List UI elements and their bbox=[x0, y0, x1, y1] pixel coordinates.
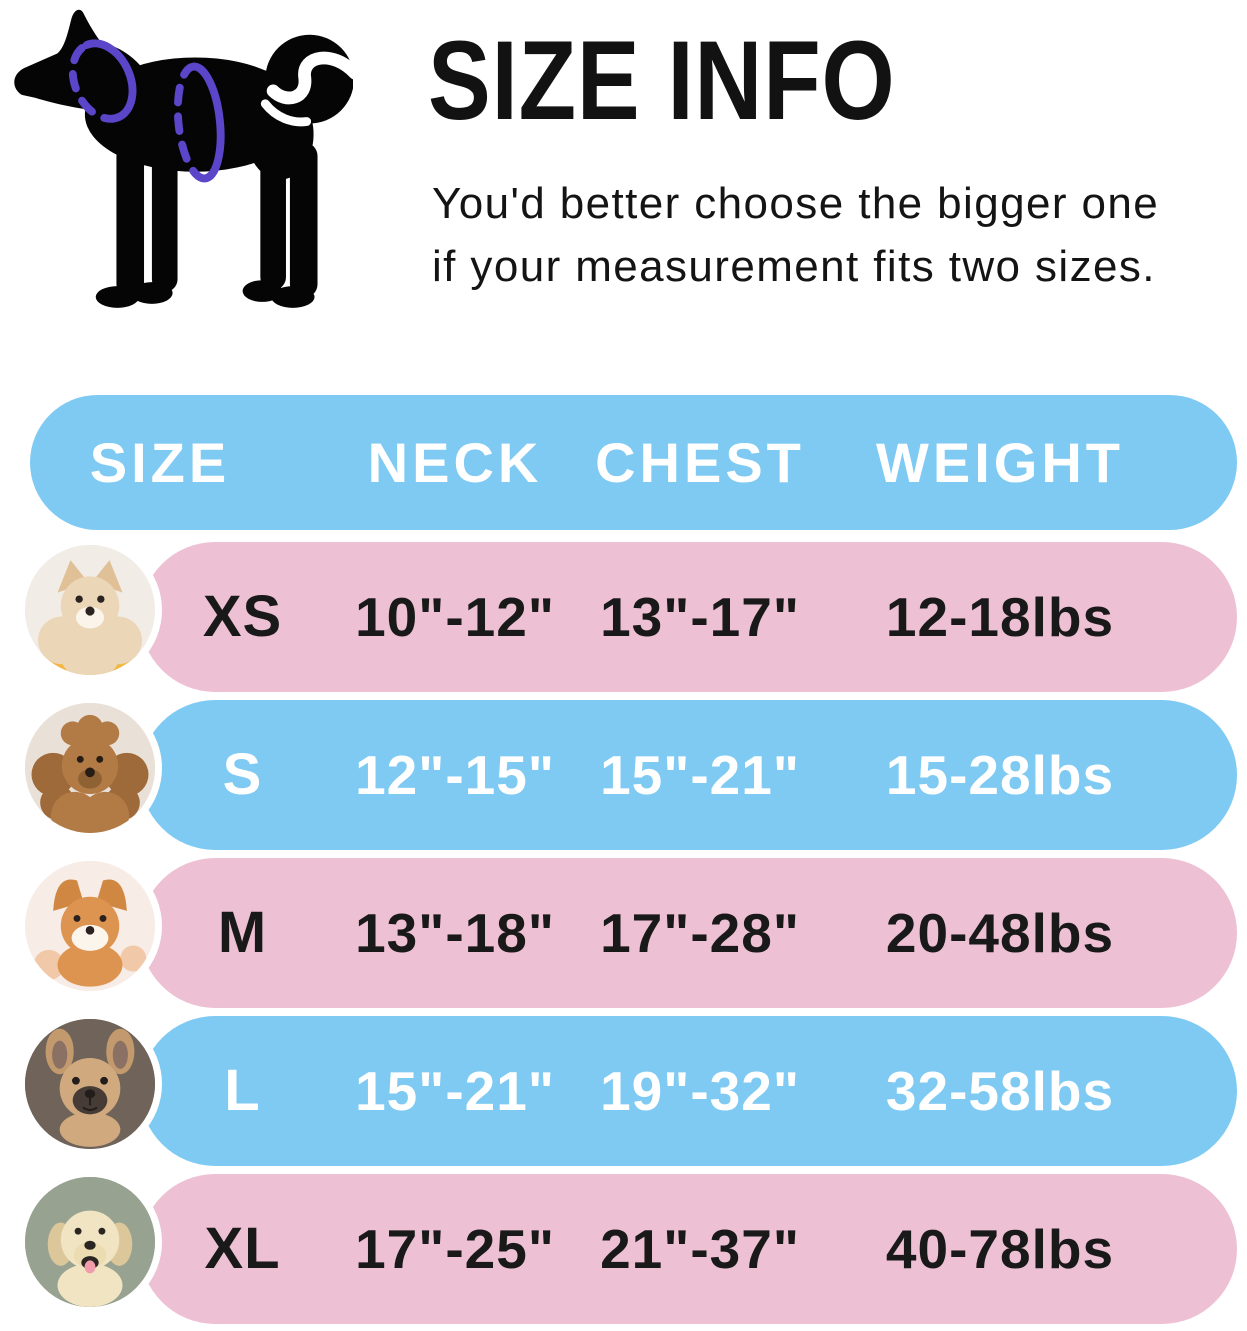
table-header-row: SIZE NECK CHEST WEIGHT bbox=[0, 395, 1247, 530]
dog-photo-toy-poodle bbox=[18, 696, 162, 840]
table-row-m: M 13"-18" 17"-28" 20-48lbs bbox=[0, 854, 1247, 1008]
cell-neck: 10"-12" bbox=[355, 586, 555, 648]
toy-poodle-illustration bbox=[25, 703, 155, 833]
cell-neck: 17"-25" bbox=[355, 1218, 555, 1280]
row-pill bbox=[140, 542, 1237, 692]
cell-size: XS bbox=[202, 584, 283, 649]
cell-weight: 12-18lbs bbox=[885, 586, 1115, 648]
cell-size: L bbox=[224, 1058, 261, 1123]
cell-weight: 15-28lbs bbox=[885, 744, 1115, 806]
dog-silhouette-graphic bbox=[14, 9, 353, 308]
cell-weight: 20-48lbs bbox=[885, 902, 1115, 964]
cell-size: XL bbox=[204, 1216, 281, 1281]
pomeranian-illustration bbox=[25, 545, 155, 675]
cell-size: S bbox=[222, 742, 263, 807]
table-row-xs: XS 10"-12" 13"-17" 12-18lbs bbox=[0, 538, 1247, 692]
page-subtitle: You'd better choose the bigger one if yo… bbox=[432, 172, 1222, 298]
cell-weight: 32-58lbs bbox=[885, 1060, 1115, 1122]
cell-neck: 15"-21" bbox=[355, 1060, 555, 1122]
cell-size: M bbox=[217, 900, 268, 965]
neck-ring-icon bbox=[68, 39, 137, 123]
tail-curl-highlight bbox=[260, 51, 353, 127]
header-weight: WEIGHT bbox=[876, 431, 1124, 494]
subtitle-line-2: if your measurement fits two sizes. bbox=[432, 242, 1156, 291]
header-pill bbox=[30, 395, 1237, 530]
chest-ring-icon bbox=[173, 62, 225, 183]
row-pill bbox=[140, 858, 1237, 1008]
cell-chest: 17"-28" bbox=[600, 902, 800, 964]
cell-chest: 19"-32" bbox=[600, 1060, 800, 1122]
table-row-xl: XL 17"-25" 21"-37" 40-78lbs bbox=[0, 1170, 1247, 1324]
row-pill bbox=[140, 1016, 1237, 1166]
cell-neck: 12"-15" bbox=[355, 744, 555, 806]
page-title: SIZE INFO bbox=[428, 18, 896, 143]
dog-photo-shiba-inu bbox=[18, 854, 162, 998]
header-neck: NECK bbox=[367, 431, 543, 494]
table-row-s: S 12"-15" 15"-21" 15-28lbs bbox=[0, 696, 1247, 850]
table-row-l: L 15"-21" 19"-32" 32-58lbs bbox=[0, 1012, 1247, 1166]
header-size: SIZE bbox=[89, 431, 231, 494]
cell-chest: 21"-37" bbox=[600, 1218, 800, 1280]
row-pill bbox=[140, 1174, 1237, 1324]
french-bulldog-illustration bbox=[25, 1019, 155, 1149]
subtitle-line-1: You'd better choose the bigger one bbox=[432, 179, 1160, 228]
cell-chest: 15"-21" bbox=[600, 744, 800, 806]
dog-photo-pomeranian bbox=[18, 538, 162, 682]
labrador-illustration bbox=[25, 1177, 155, 1307]
cell-chest: 13"-17" bbox=[600, 586, 800, 648]
size-chart: SIZE NECK CHEST WEIGHT bbox=[0, 395, 1247, 1331]
shiba-inu-illustration bbox=[25, 861, 155, 991]
cell-neck: 13"-18" bbox=[355, 902, 555, 964]
header-chest: CHEST bbox=[595, 431, 805, 494]
dog-photo-labrador bbox=[18, 1170, 162, 1314]
row-pill bbox=[140, 700, 1237, 850]
cell-weight: 40-78lbs bbox=[885, 1218, 1115, 1280]
dog-photo-french-bulldog bbox=[18, 1012, 162, 1156]
